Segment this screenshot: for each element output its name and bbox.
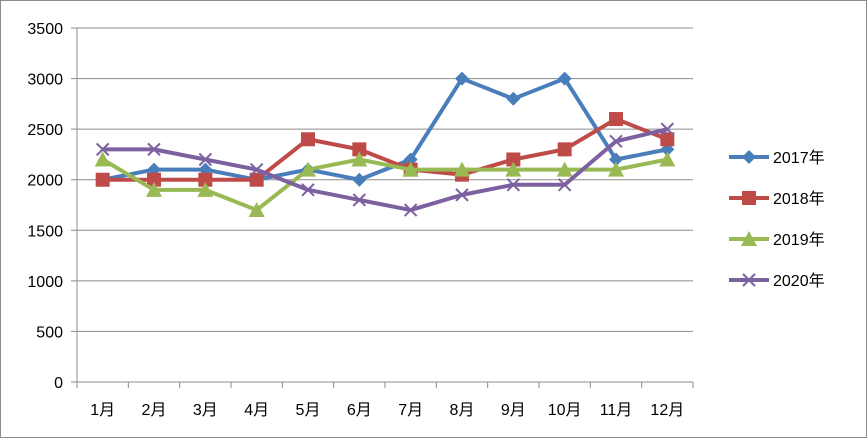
data-point-triangle [248,202,265,218]
data-point-square [198,172,213,187]
x-tick-label: 2月 [142,402,167,419]
data-point-triangle [505,161,522,177]
data-point-diamond [506,91,521,106]
y-tick-label: 500 [36,324,63,341]
x-marker-stroke [198,152,213,167]
data-point-diamond [557,71,572,86]
series-line [102,117,669,182]
x-marker-stroke [249,162,264,177]
x-marker-stroke [301,183,315,197]
data-point-x [403,203,418,217]
data-point-triangle [94,151,111,167]
x-tick-label: 4月 [244,402,269,419]
data-point-square [506,152,521,167]
data-point-triangle [741,231,757,246]
data-point-diamond [742,150,756,164]
data-point-x [506,178,521,192]
x-tick-label: 10月 [548,402,582,419]
y-tick-label: 1000 [27,274,63,291]
data-point-triangle [197,181,214,197]
x-marker-stroke [95,142,110,157]
legend-item: 2020年 [729,272,825,290]
data-point-x [249,162,264,177]
data-point-x [742,273,756,287]
data-point-triangle [300,161,316,177]
data-point-triangle [146,181,162,197]
data-point-diamond [455,71,469,86]
legend: 2017年 2018年 2019年 2020年 [729,149,825,290]
y-tick-label: 2000 [27,173,63,190]
series-line [102,76,668,182]
x-tick-label: 12月 [650,402,684,419]
data-point-x [147,142,161,157]
x-marker-stroke [147,142,161,157]
series-line [101,157,668,213]
x-marker-stroke [455,188,469,202]
data-point-triangle [659,151,676,167]
y-tick-label: 3000 [27,72,63,89]
x-tick-label: 9月 [501,402,526,419]
x-marker-stroke [660,122,675,136]
data-point-x [609,134,623,148]
data-point-square [301,132,315,147]
data-point-square [95,172,110,187]
axes: 0 500 1000 1500 2000 2500 3000 3500 1月 2月 3月 4月 5月 6月… [27,21,694,419]
data-point-x [95,142,110,157]
legend-item: 2019年 [729,231,825,249]
legend-label: 2019年 [773,231,825,249]
x-tick-label: 8月 [450,402,475,419]
legend-label: 2017年 [773,149,825,167]
legend-label: 2020年 [773,272,825,290]
gridlines [77,27,693,332]
data-point-x [557,178,572,192]
data-point-triangle [556,161,573,177]
data-point-diamond [352,172,367,187]
data-point-triangle [608,161,624,177]
data-point-x [198,152,213,167]
y-tick-label: 0 [54,375,63,392]
x-tick-label: 7月 [398,402,423,419]
data-point-square [147,172,161,187]
series-2019年 [94,151,676,218]
series-line [102,127,668,213]
y-tick-label: 3500 [27,21,63,38]
data-point-square [609,112,623,127]
series-2020年 [95,122,675,217]
data-point-x [455,188,469,202]
x-marker-stroke [352,193,367,207]
x-tick-label: 6月 [347,402,372,419]
data-point-triangle [351,151,368,167]
series-2018年 [95,112,675,187]
data-point-x [352,193,367,207]
data-point-square [742,191,756,205]
x-marker-stroke [742,273,756,287]
x-tick-label: 5月 [296,402,321,419]
x-marker-stroke [609,134,623,148]
y-tick-label: 2500 [27,122,63,139]
x-marker-stroke [557,178,572,192]
x-tick-label: 1月 [90,402,115,419]
data-point-square [557,142,572,157]
legend-label: 2018年 [773,190,825,208]
x-marker-stroke [403,203,418,217]
y-tick-label: 1500 [27,223,63,240]
data-point-x [301,183,315,197]
series-layer [94,71,676,218]
data-point-square [660,132,675,147]
data-point-triangle [454,161,470,177]
x-tick-label: 11月 [600,402,633,419]
data-point-square [352,142,367,157]
legend-item: 2018年 [729,190,825,208]
x-tick-label: 3月 [193,402,218,419]
data-point-diamond [609,152,623,167]
x-marker-stroke [506,178,521,192]
legend-item: 2017年 [729,149,825,167]
data-point-triangle [402,161,419,177]
data-point-square [249,172,264,187]
data-point-x [660,122,675,136]
